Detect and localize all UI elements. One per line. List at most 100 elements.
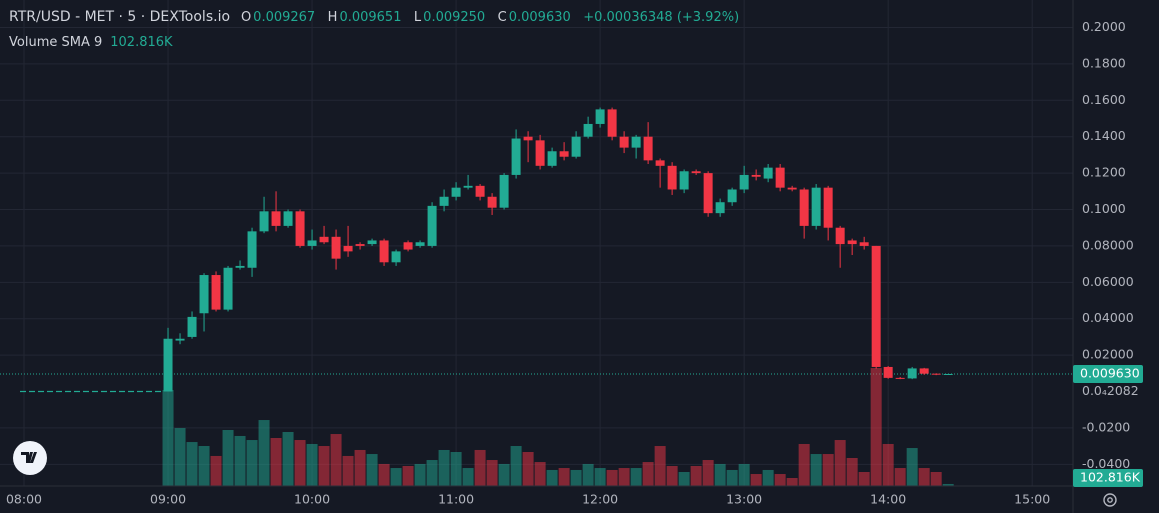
volume-bar xyxy=(546,469,558,486)
volume-bar xyxy=(714,463,726,486)
volume-bar xyxy=(486,460,498,486)
volume-bar xyxy=(906,448,918,486)
volume-bar xyxy=(318,446,330,486)
candle-body xyxy=(895,377,905,379)
y-tick-label: 0.04000 xyxy=(1082,310,1134,325)
volume-bar xyxy=(246,440,258,486)
candle-body xyxy=(283,211,293,226)
ohlc-value: 0.009630 xyxy=(508,10,571,25)
candle-body xyxy=(835,227,845,245)
tv-logo[interactable] xyxy=(13,441,47,475)
volume-bar xyxy=(630,468,642,486)
candle-body xyxy=(319,236,329,243)
candle-body xyxy=(943,374,953,376)
candle-body xyxy=(847,240,857,245)
volume-bar xyxy=(870,368,882,486)
volume-bar xyxy=(270,437,282,486)
volume-bar xyxy=(258,420,270,486)
volume-bar xyxy=(894,468,906,486)
candle-body xyxy=(271,211,281,226)
volume-bar xyxy=(414,463,426,486)
volume-sma-label: Volume SMA 9 xyxy=(9,35,103,50)
y-tick-label: 0.1400 xyxy=(1082,128,1126,143)
volume-bar xyxy=(498,463,510,486)
volume-bar xyxy=(666,466,678,486)
volume-bar xyxy=(762,469,774,486)
volume-bar xyxy=(330,434,342,486)
volume-bar xyxy=(210,455,222,486)
candle-body xyxy=(631,136,641,148)
volume-bar xyxy=(822,454,834,486)
candle-body xyxy=(907,368,917,379)
candle-body xyxy=(211,275,221,310)
volume-bar xyxy=(582,463,594,486)
volume-bar xyxy=(798,443,810,486)
ohlc-key: O xyxy=(240,10,252,25)
ohlc-value: 0.009267 xyxy=(253,10,316,25)
volume-bar xyxy=(942,483,954,486)
candle-body xyxy=(751,174,761,177)
candle-body xyxy=(247,231,257,268)
ohlc-change: +0.00036348 (+3.92%) xyxy=(583,10,740,25)
candle-body xyxy=(535,140,545,166)
candle-body xyxy=(235,265,245,268)
candle-body xyxy=(547,151,557,166)
candle-body xyxy=(223,267,233,310)
candle-body xyxy=(643,136,653,161)
volume-bar xyxy=(174,428,186,486)
settings-icon[interactable] xyxy=(1103,493,1117,507)
x-tick-label: 15:00 xyxy=(1014,492,1050,507)
volume-bar xyxy=(726,469,738,486)
y-tick-label: -0.0200 xyxy=(1082,419,1130,434)
candle-body xyxy=(343,245,353,252)
candle-body xyxy=(571,136,581,157)
candle-body xyxy=(475,185,485,197)
y-tick-label: 0.08000 xyxy=(1082,237,1134,252)
y-tick-label: 0.2000 xyxy=(1082,19,1126,34)
candle-body xyxy=(727,189,737,203)
volume-bar xyxy=(234,435,246,486)
candle-body xyxy=(763,167,773,179)
volume-bar xyxy=(606,469,618,486)
candle-body xyxy=(595,109,605,124)
candle-body xyxy=(811,187,821,226)
volume-bar xyxy=(306,443,318,486)
candle-body xyxy=(295,211,305,246)
candle-body xyxy=(883,366,893,378)
candle-body xyxy=(367,240,377,245)
volume-bar xyxy=(654,446,666,486)
y-tick-label: -0.0400 xyxy=(1082,456,1130,471)
volume-bar xyxy=(642,462,654,486)
candle-body xyxy=(667,165,677,190)
volume-bar xyxy=(222,429,234,486)
volume-bar xyxy=(594,468,606,486)
candle-body xyxy=(919,368,929,374)
volume-bar xyxy=(690,466,702,486)
y-tick-label: 0.1000 xyxy=(1082,201,1126,216)
candle-body xyxy=(559,151,569,157)
candle-body xyxy=(655,160,665,166)
volume-bar xyxy=(918,468,930,486)
candle-layer xyxy=(163,107,953,392)
candle-body xyxy=(403,242,413,250)
volume-bar xyxy=(438,449,450,486)
volume-bar xyxy=(474,449,486,486)
candle-body xyxy=(163,338,173,392)
candle-body xyxy=(187,316,197,337)
volume-legend: Volume SMA 9 102.816K xyxy=(9,35,173,50)
candle-body xyxy=(775,167,785,188)
candle-body xyxy=(259,211,269,232)
volume-bar xyxy=(186,442,198,486)
volume-bar xyxy=(390,468,402,486)
ohlc-key: H xyxy=(327,10,338,25)
volume-bar xyxy=(786,477,798,486)
candle-body xyxy=(355,244,365,246)
candle-body xyxy=(499,174,509,208)
candle-body xyxy=(511,138,521,175)
volume-bar xyxy=(378,463,390,486)
candle-body xyxy=(331,236,341,259)
y-tick-label: 0.06000 xyxy=(1082,274,1134,289)
y-tick-label: 0.1200 xyxy=(1082,165,1126,180)
volume-bar xyxy=(570,469,582,486)
